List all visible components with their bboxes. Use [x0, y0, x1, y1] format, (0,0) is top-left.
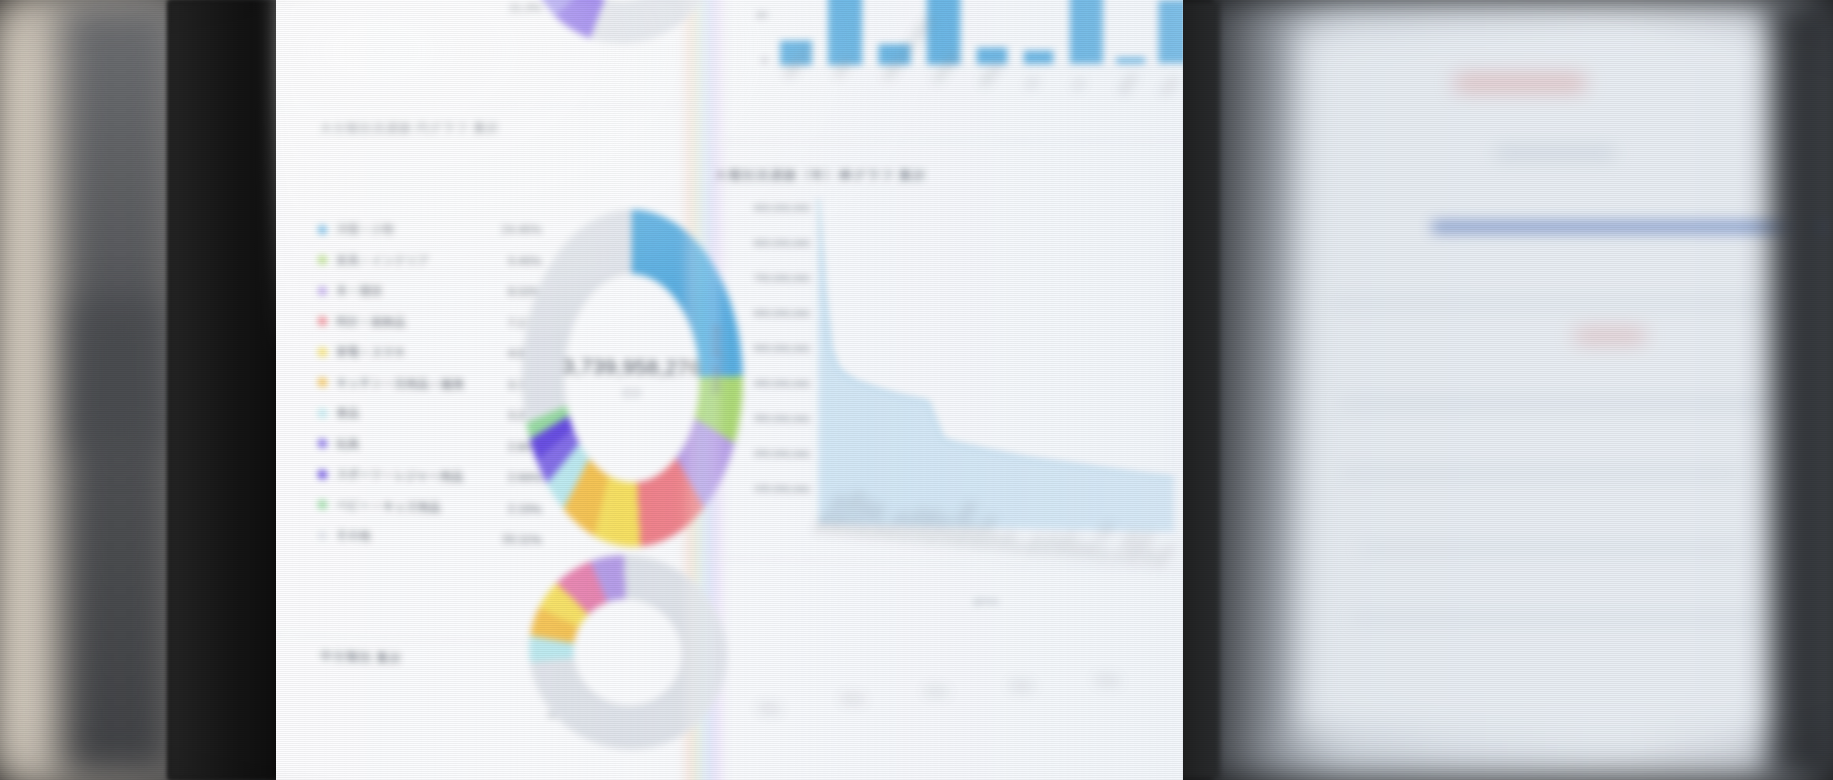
- background-sheet-accent: [1575, 330, 1645, 342]
- background-sheet-accent: [1455, 75, 1585, 91]
- background-sheet-rule: [1432, 222, 1822, 232]
- background-second-screen: [1300, 30, 1800, 730]
- background-sheet-line: [1330, 300, 1800, 306]
- background-right-edge: [1770, 0, 1833, 780]
- background-sheet-line: [1350, 615, 1760, 622]
- background-sheet-line: [1340, 400, 1780, 407]
- background-panel-notch: [78, 300, 158, 450]
- background-sheet-line: [1340, 470, 1740, 477]
- background-sheet-line: [1495, 148, 1615, 158]
- side-strip: [276, 0, 1183, 780]
- chromatic-seam: [682, 0, 725, 780]
- monitor-screen: その他 2.67% 31.3% 大分類別流通額 円グラフ 集計: [276, 0, 1183, 780]
- screen-content: その他 2.67% 31.3% 大分類別流通額 円グラフ 集計: [276, 0, 1183, 780]
- monitor-bezel-left: [168, 0, 280, 780]
- background-sheet-line: [1360, 545, 1740, 552]
- side-rule: [1180, 188, 1183, 570]
